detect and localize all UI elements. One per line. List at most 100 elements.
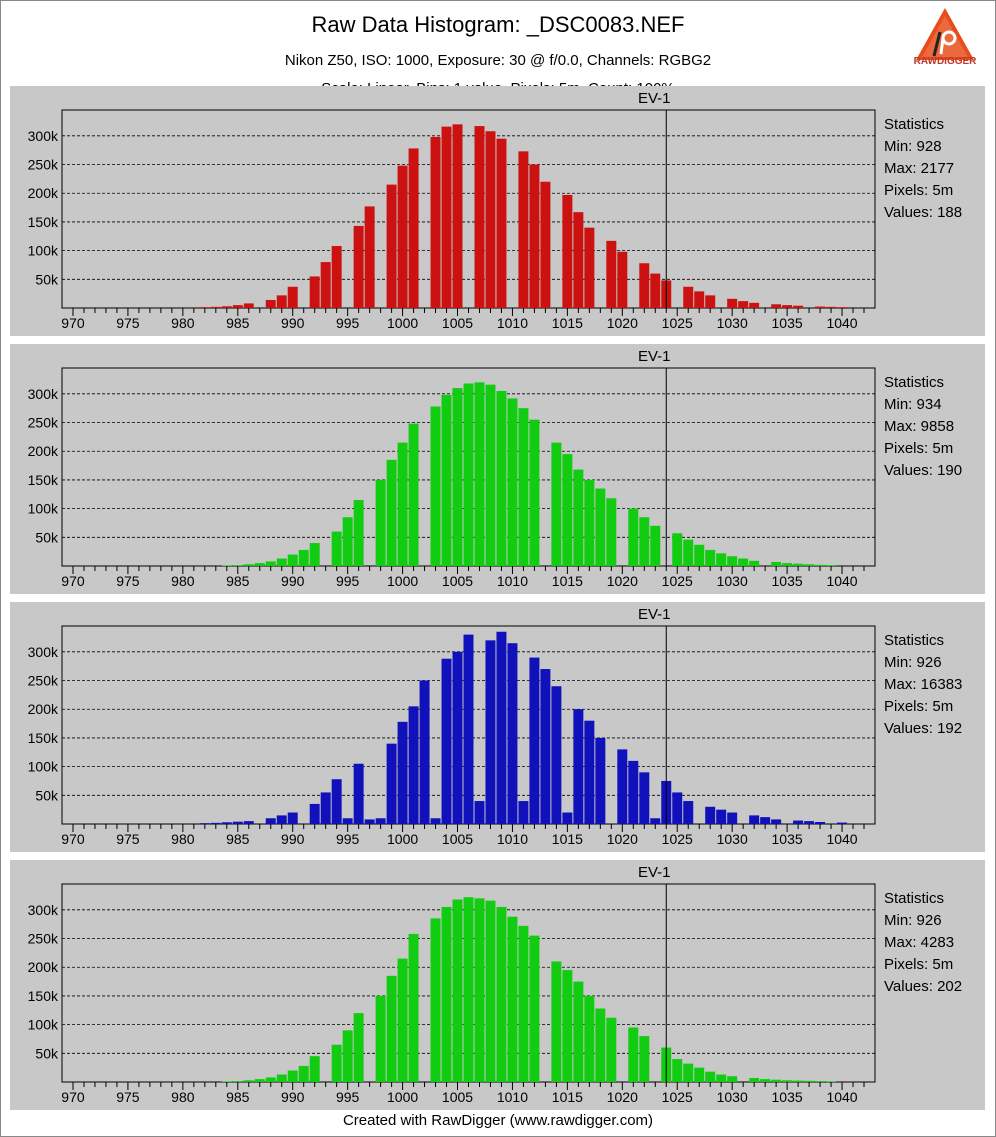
histogram-bar (672, 1059, 683, 1082)
histogram-bar (375, 818, 386, 824)
histogram-bar (419, 680, 430, 824)
histogram-bar (265, 818, 276, 824)
histogram-panel-green2: 50k 100k 150k 200k 250k 300k EV-1 970 975 980 985 9… (10, 860, 985, 1110)
histogram-bar (397, 442, 408, 566)
footer-credit: Created with RawDigger (www.rawdigger.co… (342, 1112, 654, 1129)
x-tick-label: 995 (336, 1089, 360, 1105)
histogram-bar (639, 772, 650, 824)
statistics-box: Statistics Min: 934 Max: 9858 Pixels: 5m… (884, 372, 962, 482)
histogram-bar (397, 165, 408, 308)
x-tick-label: 985 (226, 573, 250, 589)
histogram-bar (441, 906, 452, 1082)
histogram-bar (628, 1027, 639, 1082)
histogram-bar (485, 640, 496, 824)
x-tick-label: 975 (116, 573, 140, 589)
histogram-bar (320, 792, 331, 824)
histogram-bar (584, 995, 595, 1082)
histogram-bar (749, 1077, 760, 1082)
stats-heading: Statistics (884, 116, 945, 133)
histogram-bar (232, 821, 243, 824)
x-tick-label: 990 (281, 315, 305, 331)
y-tick-label: 300k (28, 644, 59, 660)
x-tick-label: 985 (226, 1089, 250, 1105)
x-tick-label: 1025 (662, 1089, 693, 1105)
x-tick-label: 1040 (826, 1089, 857, 1105)
statistics-box: Statistics Min: 926 Max: 4283 Pixels: 5m… (884, 888, 962, 998)
y-tick-label: 200k (28, 959, 59, 975)
histogram-bar (452, 124, 463, 308)
histogram-bar (430, 136, 441, 308)
histogram-bar (287, 554, 298, 566)
histogram-bar (683, 539, 694, 566)
histogram-bar (837, 822, 848, 824)
x-tick-label: 1025 (662, 315, 693, 331)
histogram-bar (705, 295, 716, 308)
histogram-bar (320, 262, 331, 308)
histogram-bar (474, 898, 485, 1082)
stats-min: Min: 928 (884, 138, 942, 155)
stats-min: Min: 926 (884, 912, 942, 929)
stats-pixels: Pixels: 5m (884, 956, 954, 973)
y-tick-label: 100k (28, 501, 59, 517)
x-tick-label: 1020 (607, 315, 638, 331)
histogram-plot: 50k 100k 150k 200k 250k 300k EV-1 970 975 980 985 9… (28, 606, 876, 847)
histogram-bar (584, 479, 595, 566)
histogram-bar (782, 563, 793, 566)
histogram-bar (727, 298, 738, 308)
x-tick-label: 980 (171, 831, 195, 847)
histogram-bar (287, 812, 298, 824)
histogram-bar (540, 669, 551, 824)
y-tick-label: 50k (35, 271, 59, 287)
y-tick-label: 50k (35, 529, 59, 545)
histogram-bar (287, 1070, 298, 1082)
x-tick-label: 970 (61, 831, 85, 847)
histogram-bar (221, 822, 232, 824)
histogram-bar (430, 406, 441, 566)
x-tick-label: 1040 (826, 573, 857, 589)
histogram-bar (738, 301, 749, 308)
histogram-bar (562, 454, 573, 566)
histogram-bar (782, 1080, 793, 1082)
x-tick-label: 1025 (662, 573, 693, 589)
histogram-bar (507, 643, 518, 824)
histogram-bar (793, 820, 804, 824)
histogram-bar (375, 995, 386, 1082)
histogram-bar (705, 806, 716, 824)
histogram-bar (793, 305, 804, 308)
histogram-bar (749, 302, 760, 308)
histogram-plot: 50k 100k 150k 200k 250k 300k EV-1 970 975 980 985 9… (28, 348, 876, 589)
y-tick-label: 300k (28, 902, 59, 918)
histogram-bar (408, 933, 419, 1082)
histogram-bar (430, 818, 441, 824)
x-tick-label: 1030 (717, 573, 748, 589)
x-tick-label: 1015 (552, 831, 583, 847)
x-tick-label: 1000 (387, 831, 418, 847)
histogram-bar (683, 286, 694, 308)
histogram-bar (243, 1080, 254, 1082)
histogram-panel-red: 50k 100k 150k 200k 250k 300k EV-1 970 975 980 985 9… (10, 86, 985, 336)
histogram-bar (749, 560, 760, 566)
x-tick-label: 1010 (497, 831, 528, 847)
histogram-bar (628, 508, 639, 566)
histogram-bar (595, 488, 606, 566)
histogram-bar (364, 206, 375, 308)
histogram-bar (265, 1077, 276, 1082)
y-tick-label: 150k (28, 730, 59, 746)
x-tick-label: 980 (171, 1089, 195, 1105)
histogram-bar (529, 419, 540, 566)
histogram-bar (309, 1056, 320, 1082)
histogram-bar (683, 1063, 694, 1082)
statistics-box: Statistics Min: 926 Max: 16383 Pixels: 5… (884, 630, 962, 740)
y-tick-label: 150k (28, 472, 59, 488)
x-tick-label: 1015 (552, 315, 583, 331)
stats-values: Values: 190 (884, 462, 963, 479)
histogram-bar (771, 304, 782, 308)
histogram-plot: 50k 100k 150k 200k 250k 300k EV-1 970 975 980 985 9… (28, 90, 876, 331)
histogram-bar (518, 151, 529, 308)
histogram-plot: 50k 100k 150k 200k 250k 300k EV-1 970 975 980 985 9… (28, 864, 876, 1105)
histogram-bar (254, 563, 265, 566)
y-tick-label: 250k (28, 415, 59, 431)
histogram-bar (815, 306, 826, 308)
histogram-bar (716, 809, 727, 824)
x-tick-label: 980 (171, 573, 195, 589)
